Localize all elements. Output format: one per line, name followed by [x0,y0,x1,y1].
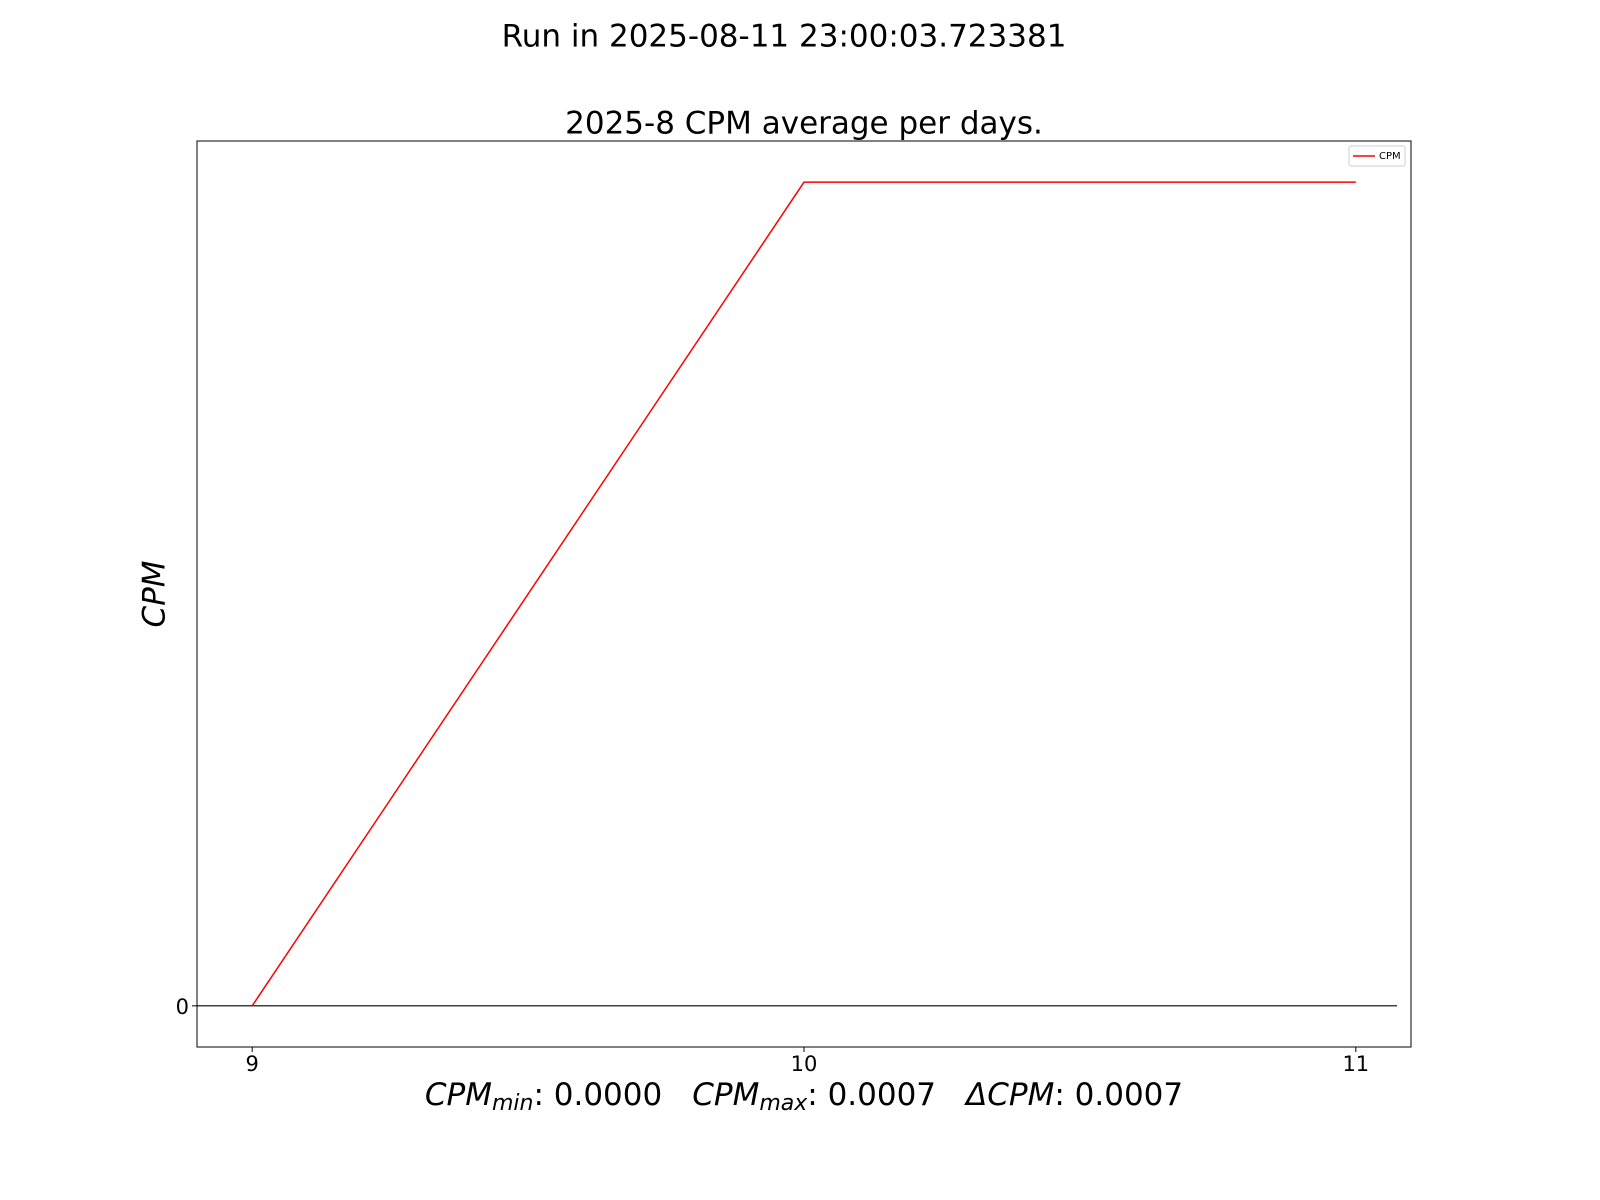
x-tick-label: 9 [245,1052,258,1076]
suptitle: Run in 2025-08-11 23:00:03.723381 [502,19,1067,55]
series-line [251,181,1356,1007]
stat-subscript: max [759,1091,808,1116]
chart-title: 2025-8 CPM average per days. [565,106,1043,142]
stat-value: : 0.0000 [533,1077,662,1113]
stat-value: : 0.0007 [1054,1077,1183,1113]
stat-subscript: min [492,1091,534,1116]
legend-box [1348,145,1406,167]
y-tick-label: 0 [176,995,189,1019]
stat-symbol: ΔCPM [964,1077,1054,1113]
stats-footer: CPMmin: 0.0000 CPMmax: 0.0007 ΔCPM: 0.0007 [425,1077,1183,1117]
stat-value: : 0.0007 [807,1077,936,1113]
x-tick-label: 11 [1342,1052,1369,1076]
stat-symbol: CPM [425,1077,492,1113]
x-tick-label: 10 [791,1052,818,1076]
y-axis-label: CPM [137,560,173,627]
plot-frame [196,140,1412,1048]
legend-label: CPM [1379,151,1401,162]
stat-symbol: CPM [692,1077,759,1113]
